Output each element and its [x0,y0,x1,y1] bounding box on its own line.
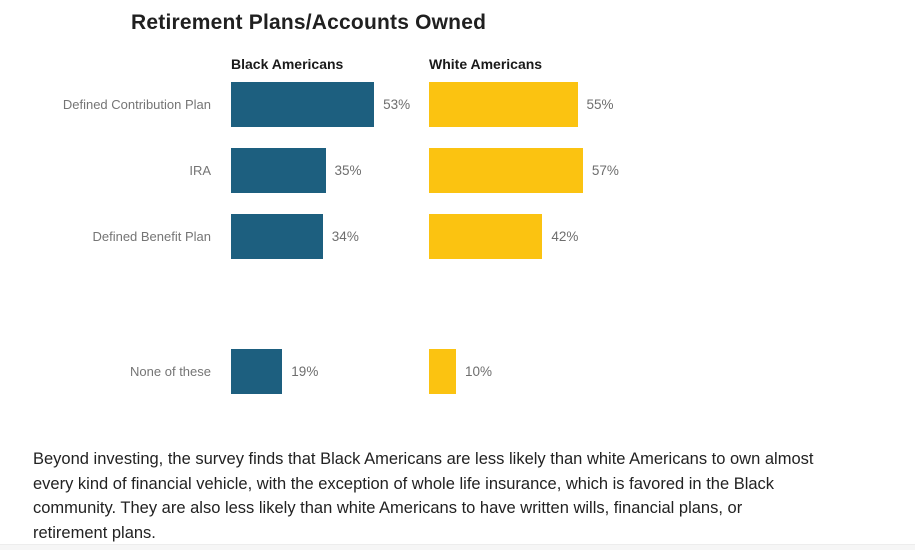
bar-black-americans-none-of-these [231,349,283,394]
value-label-black-americans-defined-benefit-plan: 34% [331,229,359,244]
bar-white-americans-ira [429,148,583,193]
caption-paragraph: Beyond investing, the survey finds that … [33,447,903,545]
value-label-black-americans-defined-contribution-plan: 53% [383,97,411,112]
category-label-none-of-these: None of these [130,364,211,379]
category-label-ira: IRA [189,163,211,178]
caption-line: every kind of financial vehicle, with th… [33,474,775,493]
bar-white-americans-none-of-these [429,349,456,394]
bar-black-americans-defined-benefit-plan [231,214,323,259]
bar-black-americans-ira [231,148,326,193]
caption-line: retirement plans. [33,523,156,542]
value-label-white-americans-ira: 57% [591,163,619,178]
value-label-white-americans-defined-contribution-plan: 55% [586,97,614,112]
category-label-defined-contribution-plan: Defined Contribution Plan [62,97,211,112]
chart-title: Retirement Plans/Accounts Owned [131,11,487,34]
category-label-defined-benefit-plan: Defined Benefit Plan [92,229,211,244]
bar-white-americans-defined-contribution-plan [429,82,578,127]
value-label-black-americans-none-of-these: 19% [291,364,319,379]
series-header-white-americans: White Americans [429,56,543,72]
caption-line: Beyond investing, the survey finds that … [33,450,814,468]
caption-line: community. They are also less likely tha… [33,499,743,517]
bar-white-americans-defined-benefit-plan [429,214,543,259]
series-header-black-americans: Black Americans [231,56,344,72]
bottom-divider [0,544,915,550]
value-label-white-americans-none-of-these: 10% [465,364,493,379]
value-label-black-americans-ira: 35% [334,163,362,178]
value-label-white-americans-defined-benefit-plan: 42% [551,229,579,244]
bar-black-americans-defined-contribution-plan [231,82,375,127]
